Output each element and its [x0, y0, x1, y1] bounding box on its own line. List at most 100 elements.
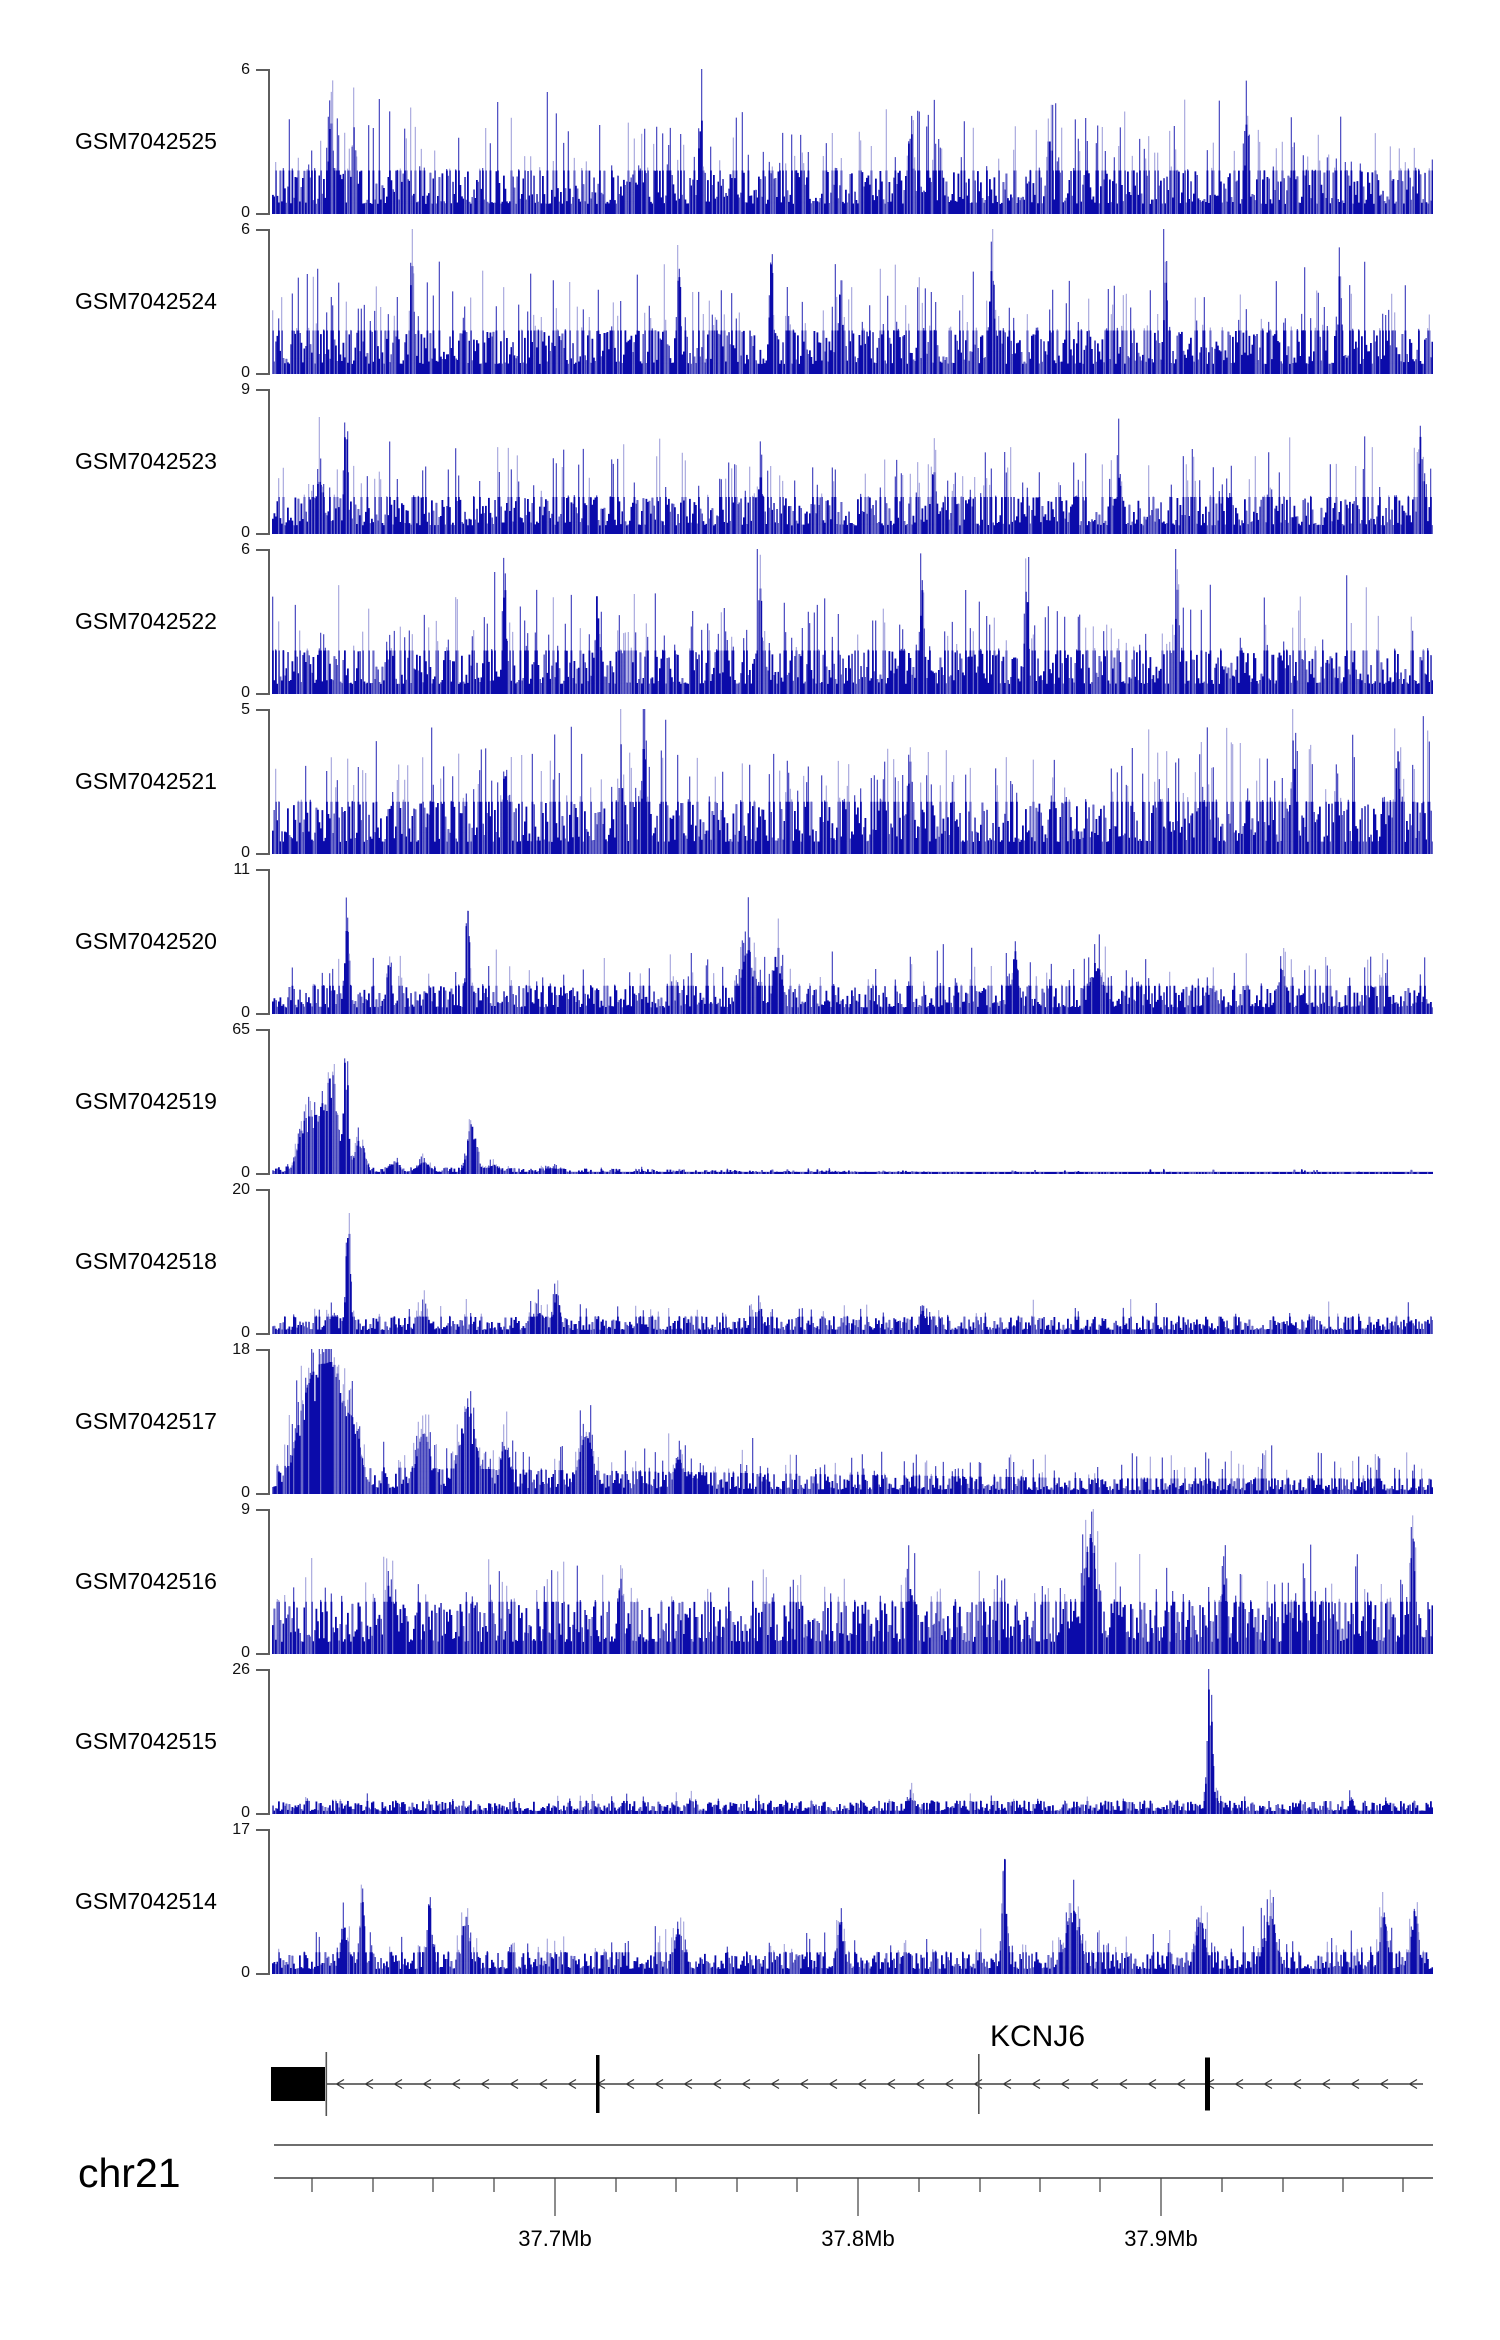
- track-ymax-label: 6: [241, 541, 250, 558]
- track-bars-svg: [272, 549, 1433, 694]
- track-ymax-label: 9: [241, 1501, 250, 1518]
- track-ymax-label: 5: [241, 701, 250, 718]
- coverage-bars-dark: [272, 1233, 1433, 1334]
- coverage-bars-dark: [272, 69, 1433, 214]
- track-zero-label: 0: [241, 1004, 250, 1021]
- track-bars-svg: [272, 1058, 1433, 1174]
- y-axis-ytick: [256, 869, 268, 871]
- track-label: GSM7042523: [75, 447, 217, 474]
- coverage-bars-light: [272, 1213, 1433, 1334]
- track-label: GSM7042524: [75, 287, 217, 314]
- track-bars-svg: [272, 709, 1433, 854]
- track-ymax-label: 20: [232, 1181, 250, 1198]
- y-axis-yaxis-line: [268, 69, 270, 215]
- exon-bar: [325, 2052, 328, 2116]
- track-ymax-label: 65: [232, 1021, 250, 1038]
- coverage-track: GSM7042516 9 0: [0, 1501, 1500, 1661]
- coverage-track: GSM7042515 26 0: [0, 1661, 1500, 1821]
- y-axis-yaxis-line: [268, 1029, 270, 1175]
- gene-name-label: KCNJ6: [990, 2020, 1086, 2053]
- axis-tick-label: 37.9Mb: [1124, 2226, 1197, 2251]
- coverage-track: GSM7042522 6 0: [0, 541, 1500, 701]
- coverage-bars-light: [275, 80, 1432, 214]
- track-bars-svg: [272, 1858, 1433, 1974]
- y-axis-ytick: [256, 1029, 268, 1031]
- coverage-track: GSM7042519 65 0: [0, 1021, 1500, 1181]
- y-axis-ytick: [256, 229, 268, 231]
- coverage-track: GSM7042521 5 0: [0, 701, 1500, 861]
- track-bars-svg: [272, 229, 1433, 374]
- track-ymax-label: 17: [232, 1821, 250, 1838]
- axis-minor-ticks: [311, 2178, 1404, 2192]
- y-axis-ytick: [256, 549, 268, 551]
- track-label: GSM7042514: [75, 1887, 217, 1914]
- coverage-track: GSM7042525 6 0: [0, 61, 1500, 221]
- track-bars-svg: [272, 1213, 1433, 1334]
- coverage-track: GSM7042524 6 0: [0, 221, 1500, 381]
- track-zero-label: 0: [241, 1484, 250, 1501]
- track-zero-label: 0: [241, 1644, 250, 1661]
- track-zero-label: 0: [241, 364, 250, 381]
- track-label: GSM7042516: [75, 1567, 217, 1594]
- track-zero-label: 0: [241, 524, 250, 541]
- y-axis-ytick: [256, 389, 268, 391]
- track-zero-label: 0: [241, 1324, 250, 1341]
- y-axis-ytick: [256, 1493, 268, 1495]
- track-zero-label: 0: [241, 1164, 250, 1181]
- chromosome-label: chr21: [78, 2150, 181, 2196]
- track-bars-svg: [272, 1509, 1433, 1654]
- track-label: GSM7042518: [75, 1247, 217, 1274]
- exon-box: [271, 2067, 325, 2101]
- strand-chevrons-left: [335, 2078, 1418, 2090]
- coverage-bars-dark: [272, 1669, 1433, 1814]
- y-axis-ytick: [256, 1173, 268, 1175]
- track-label: GSM7042521: [75, 767, 217, 794]
- y-axis-ytick: [256, 69, 268, 71]
- track-ymax-label: 6: [241, 61, 250, 78]
- coverage-track: GSM7042520 11 0: [0, 861, 1500, 1021]
- y-axis-ytick: [256, 1973, 268, 1975]
- track-label: GSM7042517: [75, 1407, 217, 1434]
- y-axis-ytick: [256, 1333, 268, 1335]
- gene-model-svg: [271, 2052, 1423, 2116]
- y-axis-ytick: [256, 1813, 268, 1815]
- y-axis-yaxis-line: [268, 1189, 270, 1335]
- coverage-bars-dark: [272, 549, 1433, 694]
- track-bars-svg: [272, 417, 1433, 534]
- track-zero-label: 0: [241, 1964, 250, 1981]
- coverage-bars-light: [272, 1725, 1420, 1814]
- track-label: GSM7042519: [75, 1087, 217, 1114]
- track-ymax-label: 9: [241, 381, 250, 398]
- genome-axis-svg: 37.7Mb 37.8Mb 37.9Mb: [274, 2144, 1433, 2251]
- coverage-bars-light: [275, 1870, 1424, 1974]
- coverage-bars-light: [278, 554, 1432, 694]
- coverage-track: GSM7042518 20 0: [0, 1181, 1500, 1341]
- track-ymax-label: 6: [241, 221, 250, 238]
- track-zero-label: 0: [241, 844, 250, 861]
- coverage-track: GSM7042523 9 0: [0, 381, 1500, 541]
- track-zero-label: 0: [241, 204, 250, 221]
- track-bars-svg: [272, 897, 1433, 1014]
- y-axis-ytick: [256, 1829, 268, 1831]
- y-axis-yaxis-line: [268, 869, 270, 1015]
- coverage-bars-light: [278, 417, 1433, 534]
- y-axis-yaxis-line: [268, 1829, 270, 1975]
- track-label: GSM7042525: [75, 127, 217, 154]
- track-bars-svg: [272, 69, 1433, 214]
- axis-tick-label: 37.8Mb: [821, 2226, 894, 2251]
- y-axis-ytick: [256, 1653, 268, 1655]
- coverage-bars-dark: [272, 897, 1433, 1014]
- y-axis-yaxis-line: [268, 709, 270, 855]
- y-axis-ytick: [256, 1013, 268, 1015]
- coverage-bars-dark: [272, 1511, 1433, 1654]
- y-axis-ytick: [256, 1349, 268, 1351]
- y-axis-ytick: [256, 853, 268, 855]
- track-label: GSM7042520: [75, 927, 217, 954]
- y-axis-yaxis-line: [268, 389, 270, 535]
- coverage-bars-light: [272, 229, 1432, 374]
- y-axis-yaxis-line: [268, 1349, 270, 1495]
- y-axis-ytick: [256, 1509, 268, 1511]
- coverage-bars-light: [272, 1063, 1429, 1174]
- exon-bar: [978, 2054, 980, 2114]
